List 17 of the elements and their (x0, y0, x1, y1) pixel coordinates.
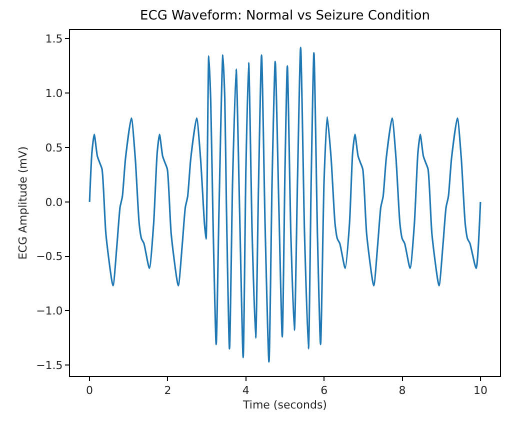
x-tick-label: 6 (320, 384, 328, 398)
x-tick-label: 10 (473, 384, 488, 398)
y-tick-label: −1.5 (36, 358, 63, 372)
y-tick-label: 0.0 (45, 196, 63, 209)
y-tick-label: 1.0 (45, 86, 63, 100)
chart-title: ECG Waveform: Normal vs Seizure Condition (140, 8, 430, 24)
x-axis-title: Time (seconds) (242, 398, 327, 412)
x-tick-label: 2 (164, 384, 172, 398)
x-tick-label: 8 (398, 384, 406, 398)
line-series (88, 46, 482, 363)
y-tick-label: 1.5 (45, 32, 63, 46)
y-tick-label: 0.5 (45, 141, 63, 154)
y-tick-label: −0.5 (36, 250, 63, 264)
y-tick-label: −1.0 (36, 304, 63, 318)
y-axis-title: ECG Amplitude (mV) (16, 146, 30, 260)
x-tick-label: 4 (242, 384, 250, 398)
x-tick-label: 0 (86, 384, 94, 398)
